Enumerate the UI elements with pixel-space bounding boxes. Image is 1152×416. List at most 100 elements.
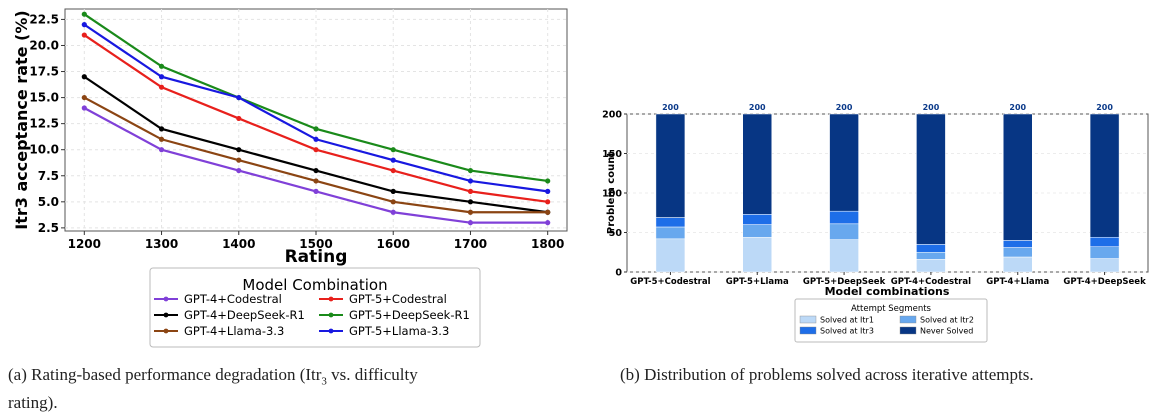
line-legend-label: GPT-4+DeepSeek-R1 (184, 308, 305, 322)
bar-x-tick-label: GPT-4+Llama (986, 277, 1049, 287)
line-x-tick-label: 1200 (68, 237, 101, 251)
bar-legend-label: Never Solved (920, 327, 973, 336)
line-y-tick-label: 15.0 (29, 91, 59, 105)
line-y-tick-label: 7.5 (38, 169, 59, 183)
bar-segment (742, 214, 772, 225)
line-point (81, 22, 87, 28)
line-legend-label: GPT-4+Codestral (184, 292, 282, 306)
line-point (467, 178, 474, 184)
line-point (81, 11, 87, 17)
bar-segment (829, 113, 859, 212)
line-x-tick-label: 1600 (377, 237, 410, 251)
bar-y-tick-label: 50 (609, 228, 623, 239)
bar-y-tick-label: 200 (602, 110, 622, 121)
bar-legend-label: Solved at Itr3 (820, 327, 874, 336)
bar-total-label: 200 (923, 103, 940, 112)
line-legend-marker (163, 312, 169, 318)
line-series-group (81, 11, 551, 226)
line-point (158, 147, 165, 153)
line-legend-marker (163, 328, 169, 334)
bar-x-axis-label: Model combinations (825, 285, 950, 298)
line-legend-items: GPT-4+Codestral GPT-5+Codestral GPT-4+Deep… (154, 292, 470, 338)
line-y-tick-label: 22.5 (29, 12, 59, 26)
bar-segment (655, 226, 686, 240)
line-point (81, 105, 87, 111)
line-point (390, 157, 396, 163)
line-point (158, 84, 165, 90)
bar-total-label: 200 (836, 103, 853, 112)
line-point (81, 32, 87, 38)
line-point (313, 178, 319, 184)
line-point (236, 115, 242, 122)
line-y-axis-label: Itr3 acceptance rate (%) (12, 10, 31, 229)
bar-total-label: 200 (749, 103, 766, 112)
caption-b: (b) Distribution of problems solved acro… (620, 365, 1034, 384)
bar-legend-label: Solved at Itr1 (820, 316, 874, 325)
bar-x-tick-label: GPT-5+Llama (726, 277, 789, 287)
bar-total-label: 200 (1096, 103, 1113, 112)
line-point (81, 94, 87, 101)
line-point (467, 188, 474, 194)
line-point (390, 188, 396, 194)
bar-segment (1003, 240, 1033, 248)
line-point (158, 63, 165, 69)
line-legend-label: GPT-5+Codestral (349, 292, 447, 306)
bar-stacks: 200 200 200 200 200 200 (655, 103, 1120, 273)
line-y-tick-label: 20.0 (29, 38, 59, 52)
bar-segment (829, 210, 859, 225)
line-point (313, 147, 319, 153)
line-point (158, 126, 165, 132)
line-point (467, 209, 474, 215)
line-legend-marker (328, 328, 334, 334)
bar-legend-swatch (799, 315, 817, 324)
bar-segment (1089, 113, 1120, 238)
line-point (313, 188, 319, 194)
caption-a-subscript: 3 (321, 375, 327, 388)
line-y-tick-label: 2.5 (38, 221, 59, 235)
bar-segment (1003, 113, 1033, 241)
bar-x-tick-label: GPT-5+DeepSeek (803, 277, 886, 287)
bar-x-tick-label: GPT-4+DeepSeek (1063, 277, 1146, 287)
line-point (158, 136, 165, 142)
bar-segment (916, 252, 946, 260)
line-point (467, 199, 474, 205)
bar-segment (1089, 236, 1120, 247)
line-legend-marker (328, 296, 334, 302)
line-x-tick-label: 1300 (145, 237, 178, 251)
line-point (545, 209, 551, 215)
line-x-tick-label: 1800 (531, 237, 564, 251)
line-x-tick-label: 1700 (454, 237, 487, 251)
line-point (313, 167, 319, 174)
line-point (467, 220, 474, 226)
line-point (545, 188, 551, 194)
line-legend: Model Combination GPT-4+Codestral GPT-5+C… (149, 267, 481, 348)
line-point (390, 147, 396, 153)
caption-a-suffix: vs. difficulty (326, 365, 418, 384)
bar-x-ticks: GPT-5+Codestral GPT-5+Llama GPT-5+DeepSeek… (630, 272, 1146, 287)
line-legend-label: GPT-5+DeepSeek-R1 (349, 308, 470, 322)
bar-segment (916, 259, 946, 273)
line-point (545, 178, 551, 184)
line-legend-marker (328, 312, 334, 318)
line-y-ticks: 2.5 5.0 7.5 10.0 12.5 15.0 17.5 20.0 22.5 (29, 12, 65, 235)
line-y-tick-label: 17.5 (29, 65, 59, 79)
caption-a-line2: rating). (8, 393, 58, 413)
line-x-tick-label: 1400 (222, 237, 255, 251)
bar-segment (916, 244, 946, 253)
bar-total-label: 200 (1009, 103, 1026, 112)
line-point (390, 209, 396, 215)
bar-segment (655, 238, 686, 273)
line-point (467, 167, 474, 174)
bar-legend-swatch (899, 326, 917, 335)
line-point (236, 157, 242, 163)
line-chart: 2.5 5.0 7.5 10.0 12.5 15.0 17.5 20.0 22.5 1200 13… (12, 8, 568, 348)
bar-legend-items: Solved at Itr1 Solved at Itr3 Solved at It… (799, 315, 974, 336)
line-point (545, 220, 551, 226)
line-x-tick-label: 1500 (299, 237, 332, 251)
caption-a-prefix: (a) Rating-based performance degradation… (8, 365, 322, 384)
bar-segment (1003, 256, 1033, 273)
bar-segment (655, 113, 686, 218)
line-point (236, 94, 242, 101)
bar-segment (829, 239, 859, 273)
